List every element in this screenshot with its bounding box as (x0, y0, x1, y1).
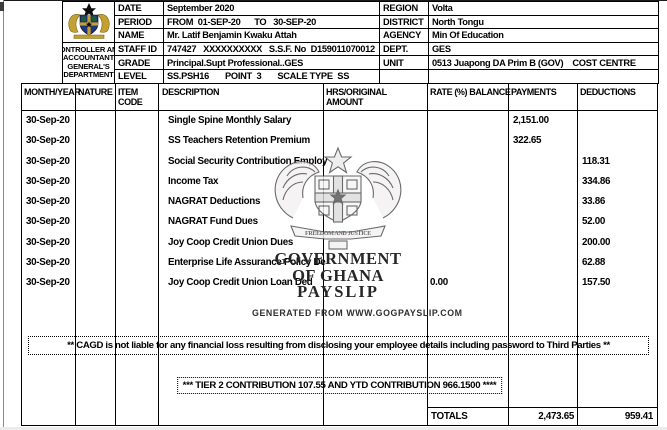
row-date: 30-Sep-20 (26, 115, 70, 126)
row-description: Joy Coop Credit Union Loan Ded (168, 277, 313, 289)
date-value: September 2020 (164, 2, 379, 15)
column-divider (323, 84, 324, 425)
empty-value (429, 69, 658, 83)
col-header-deductions: DEDUCTIONS (580, 87, 636, 97)
row-date: 30-Sep-20 (26, 216, 70, 228)
column-divider (577, 84, 578, 425)
row-description: Social Security Contribution Employ (168, 155, 328, 167)
department-name: CONTROLLER AND ACCOUNTANT GENERAL'S DEPA… (63, 42, 114, 83)
column-divider (75, 84, 76, 425)
level-label: LEVEL (115, 69, 163, 83)
row-description: NAGRAT Deductions (168, 196, 261, 208)
col-header-item-code: ITEM CODE (118, 87, 143, 108)
row-description: Single Spine Monthly Salary (168, 115, 292, 126)
org-line: GENERAL'S (67, 61, 110, 71)
row-deduction: 118.31 (582, 155, 610, 167)
staff-id-value: 747427 XXXXXXXXXX S.S.F. No D15901107001… (164, 42, 379, 56)
row-date: 30-Sep-20 (26, 175, 70, 187)
org-line: ACCOUNTANT (63, 53, 114, 63)
grade-value: Principal.Supt Professional..GES (164, 56, 379, 69)
empty-label (380, 69, 428, 83)
row-description: Joy Coop Credit Union Dues (168, 236, 294, 248)
name-label: NAME (115, 29, 163, 42)
col-header-description: DESCRIPTION (162, 87, 220, 97)
totals-label: TOTALS (431, 411, 468, 422)
region-label: REGION (380, 2, 428, 15)
col-header-nature: NATURE (78, 87, 113, 97)
table-row: 30-Sep-20 Enterprise Life Assurance Poli… (22, 253, 657, 273)
district-value: North Tongu (429, 15, 658, 29)
col-header-hrs: HRS/ORIGINAL AMOUNT (326, 87, 387, 108)
table-row: 30-Sep-20 SS Teachers Retention Premium … (22, 131, 657, 151)
totals-divider (427, 407, 657, 408)
date-label: DATE (115, 2, 163, 15)
district-label: DISTRICT (380, 15, 428, 29)
table-rows: 30-Sep-20 Single Spine Monthly Salary 2,… (22, 111, 657, 294)
row-rate: 0.00 (430, 277, 448, 289)
row-date: 30-Sep-20 (26, 196, 70, 208)
row-description: Enterprise Life Assurance Policy De (168, 257, 326, 269)
grade-label: GRADE (115, 56, 163, 69)
col-header-payments: PAYMENTS (511, 87, 557, 97)
payslip-items-table: MONTH/YEAR NATURE ITEM CODE DESCRIPTION … (21, 83, 658, 426)
totals-deductions: 959.41 (624, 411, 653, 422)
screen-edge-artifact (0, 2, 4, 11)
row-date: 30-Sep-20 (26, 236, 70, 248)
unit-label: UNIT (380, 56, 428, 69)
unit-value: 0513 Juapong DA Prim B (GOV) COST CENTRE (429, 56, 658, 69)
staff-id-label: STAFF ID (115, 42, 163, 56)
totals-payments: 2,473.65 (538, 411, 574, 422)
page-left-border (3, 0, 4, 430)
column-divider (115, 84, 116, 425)
employee-info-table: CONTROLLER AND ACCOUNTANT GENERAL'S DEPA… (62, 1, 659, 84)
row-date: 30-Sep-20 (26, 257, 70, 269)
ghana-coat-of-arms-icon (63, 2, 114, 42)
name-value: Mr. Latif Benjamin Kwaku Attah (164, 29, 379, 42)
period-value: FROM 01-SEP-20 TO 30-SEP-20 (164, 15, 379, 29)
row-date: 30-Sep-20 (26, 277, 70, 289)
table-row: 30-Sep-20 Joy Coop Credit Union Loan Ded… (22, 273, 657, 293)
table-row: 30-Sep-20 Income Tax 334.86 (22, 172, 657, 192)
row-deduction: 52.00 (582, 216, 606, 228)
row-deduction: 334.86 (582, 175, 611, 187)
row-deduction: 62.88 (582, 257, 606, 269)
table-row: 30-Sep-20 NAGRAT Deductions 33.86 (22, 192, 657, 212)
row-date: 30-Sep-20 (26, 135, 70, 147)
column-divider (427, 84, 428, 425)
column-divider (508, 84, 509, 425)
cagd-disclaimer: ** CAGD is not liable for any financial … (28, 336, 649, 355)
row-date: 30-Sep-20 (26, 155, 70, 167)
tier2-contribution-note: *** TIER 2 CONTRIBUTION 107.55 AND YTD C… (176, 377, 503, 394)
dept-value: GES (429, 42, 658, 56)
table-row: 30-Sep-20 Single Spine Monthly Salary 2,… (22, 111, 657, 131)
agency-value: Min Of Education (429, 29, 658, 42)
row-deduction: 200.00 (582, 236, 611, 248)
org-line: DEPARTMENT (63, 70, 114, 80)
col-header-month-year: MONTH/YEAR (24, 87, 81, 97)
org-line: CONTROLLER AND (63, 44, 114, 54)
table-row: 30-Sep-20 NAGRAT Fund Dues 52.00 (22, 212, 657, 232)
row-deduction: 157.50 (582, 277, 611, 289)
page-top-border (3, 0, 667, 1)
row-payment: 322.65 (513, 135, 542, 147)
col-header-rate: RATE (%) BALANCE (430, 87, 511, 97)
region-value: Volta (429, 2, 658, 15)
row-description: SS Teachers Retention Premium (168, 135, 310, 147)
period-label: PERIOD (115, 15, 163, 29)
table-row: 30-Sep-20 Joy Coop Credit Union Dues 200… (22, 233, 657, 253)
bottom-gray-strip (0, 427, 667, 430)
table-row: 30-Sep-20 Social Security Contribution E… (22, 152, 657, 172)
row-description: NAGRAT Fund Dues (168, 216, 258, 228)
row-payment: 2,151.00 (513, 115, 549, 126)
header-divider (22, 110, 657, 111)
row-deduction: 33.86 (582, 196, 606, 208)
dept-label: DEPT. (380, 42, 428, 56)
agency-label: AGENCY (380, 29, 428, 42)
row-description: Income Tax (168, 175, 219, 187)
level-value: SS.PSH16 POINT 3 SCALE TYPE SS (164, 69, 379, 83)
column-divider (158, 84, 159, 425)
